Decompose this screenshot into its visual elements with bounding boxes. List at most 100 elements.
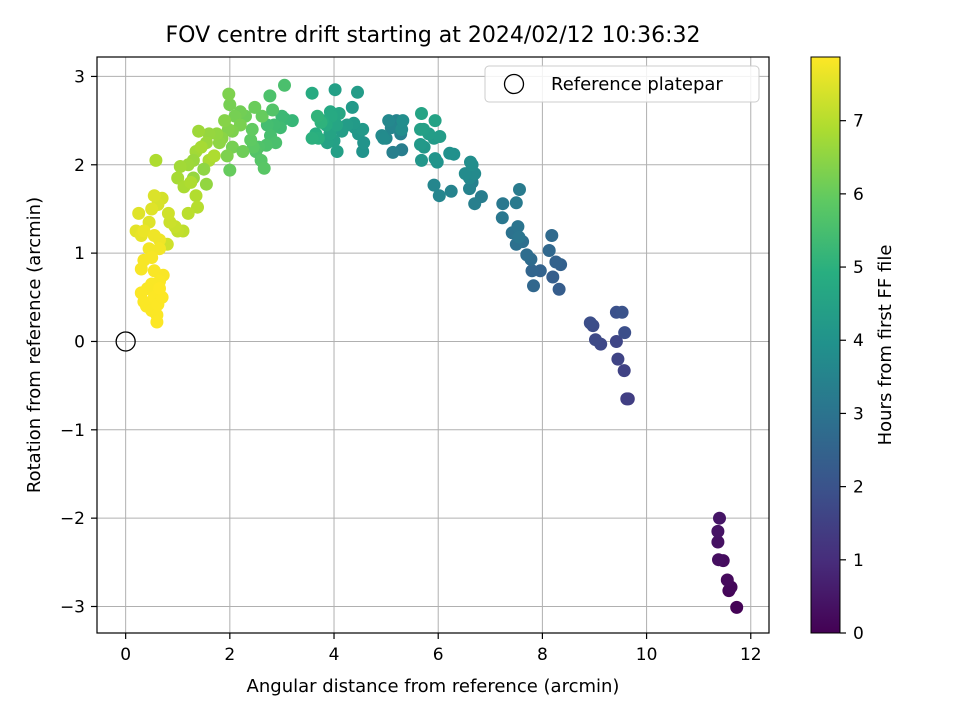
data-point: [615, 305, 629, 319]
data-point: [618, 326, 632, 340]
data-point: [513, 183, 526, 196]
data-point: [552, 282, 566, 296]
data-point: [149, 153, 163, 167]
data-point: [711, 524, 725, 538]
data-point: [730, 600, 744, 614]
data-point: [266, 103, 280, 117]
y-tick-label: −1: [60, 421, 85, 441]
data-point: [617, 364, 631, 378]
data-point: [713, 511, 726, 525]
data-point: [199, 177, 213, 191]
data-point: [236, 145, 250, 158]
data-point: [207, 149, 221, 163]
data-point: [415, 107, 428, 120]
data-point: [549, 255, 563, 269]
data-point: [428, 152, 442, 166]
data-point: [147, 189, 161, 203]
legend-label: Reference platepar: [551, 74, 723, 95]
x-axis-label: Angular distance from reference (arcmin): [247, 676, 620, 697]
legend-reference-marker: [503, 73, 525, 95]
data-point: [223, 98, 237, 112]
data-point: [468, 197, 482, 211]
x-tick-label: 4: [329, 645, 340, 665]
data-point: [150, 315, 164, 329]
colorbar-ticks: 0 1 2 3 4 5 6 7: [840, 112, 864, 644]
data-point: [132, 206, 146, 220]
data-point: [218, 114, 232, 128]
x-tick-label: 8: [537, 645, 548, 665]
data-point: [310, 109, 324, 123]
data-point: [545, 229, 559, 242]
colorbar-tick-label: 5: [853, 258, 864, 278]
data-point: [184, 175, 198, 189]
colorbar-tick-label: 0: [853, 624, 864, 644]
data-point: [194, 140, 208, 154]
data-point: [197, 162, 211, 176]
data-point: [433, 130, 447, 143]
data-point: [458, 167, 472, 181]
x-tick-label: 0: [120, 645, 131, 665]
x-tick-label: 6: [433, 645, 444, 665]
colorbar-gradient: [810, 56, 841, 634]
data-point: [511, 220, 525, 234]
data-point: [351, 85, 364, 99]
data-point: [464, 155, 477, 169]
data-point: [542, 244, 556, 257]
data-point: [145, 202, 159, 216]
data-point: [244, 133, 258, 147]
plot-frame: [96, 56, 770, 634]
data-point: [444, 184, 458, 198]
data-point: [305, 86, 319, 100]
data-point: [512, 230, 526, 244]
y-tick-label: −2: [60, 509, 85, 529]
data-point: [396, 114, 410, 128]
data-point: [189, 189, 203, 203]
data-point: [181, 206, 195, 220]
data-point: [223, 163, 237, 177]
data-point: [263, 89, 277, 103]
data-point: [414, 122, 427, 136]
colorbar-tick-label: 7: [853, 112, 864, 132]
data-point: [137, 224, 151, 238]
data-point: [712, 553, 725, 567]
colorbar-tick-label: 4: [853, 331, 864, 351]
data-point: [520, 248, 534, 262]
reference-platepar-marker: [115, 331, 136, 352]
data-point: [415, 153, 428, 167]
data-point: [611, 352, 625, 366]
y-axis-ticks: −3 −2 −1 0 1 2 3: [60, 67, 97, 617]
y-tick-label: 3: [74, 67, 85, 87]
data-point: [711, 535, 725, 549]
data-point: [386, 145, 400, 159]
data-point: [220, 149, 234, 163]
x-tick-label: 10: [636, 645, 658, 665]
data-point: [546, 270, 560, 284]
y-axis-label: Rotation from reference (arcmin): [24, 197, 45, 493]
data-point: [330, 145, 344, 158]
data-point: [620, 392, 634, 406]
colorbar: 0 1 2 3 4 5 6 7 Hours from first FF file: [810, 56, 896, 644]
data-point: [527, 279, 540, 293]
data-point: [278, 78, 291, 92]
data-point: [255, 109, 269, 123]
data-point: [222, 87, 236, 101]
data-point: [525, 264, 539, 278]
data-point: [161, 206, 175, 220]
x-tick-label: 12: [740, 645, 762, 665]
data-point: [173, 160, 187, 173]
y-tick-label: 2: [74, 156, 85, 176]
data-point: [275, 109, 289, 123]
colorbar-tick-label: 3: [853, 404, 864, 424]
data-point: [589, 333, 602, 347]
data-point: [509, 196, 523, 210]
colorbar-label: Hours from first FF file: [875, 245, 896, 446]
data-point: [377, 131, 390, 145]
data-point: [495, 211, 509, 225]
data-point: [345, 100, 359, 114]
y-tick-label: 0: [74, 332, 85, 352]
data-point: [443, 146, 457, 160]
data-point: [328, 83, 342, 97]
data-point: [248, 100, 262, 114]
data-point: [134, 262, 148, 276]
